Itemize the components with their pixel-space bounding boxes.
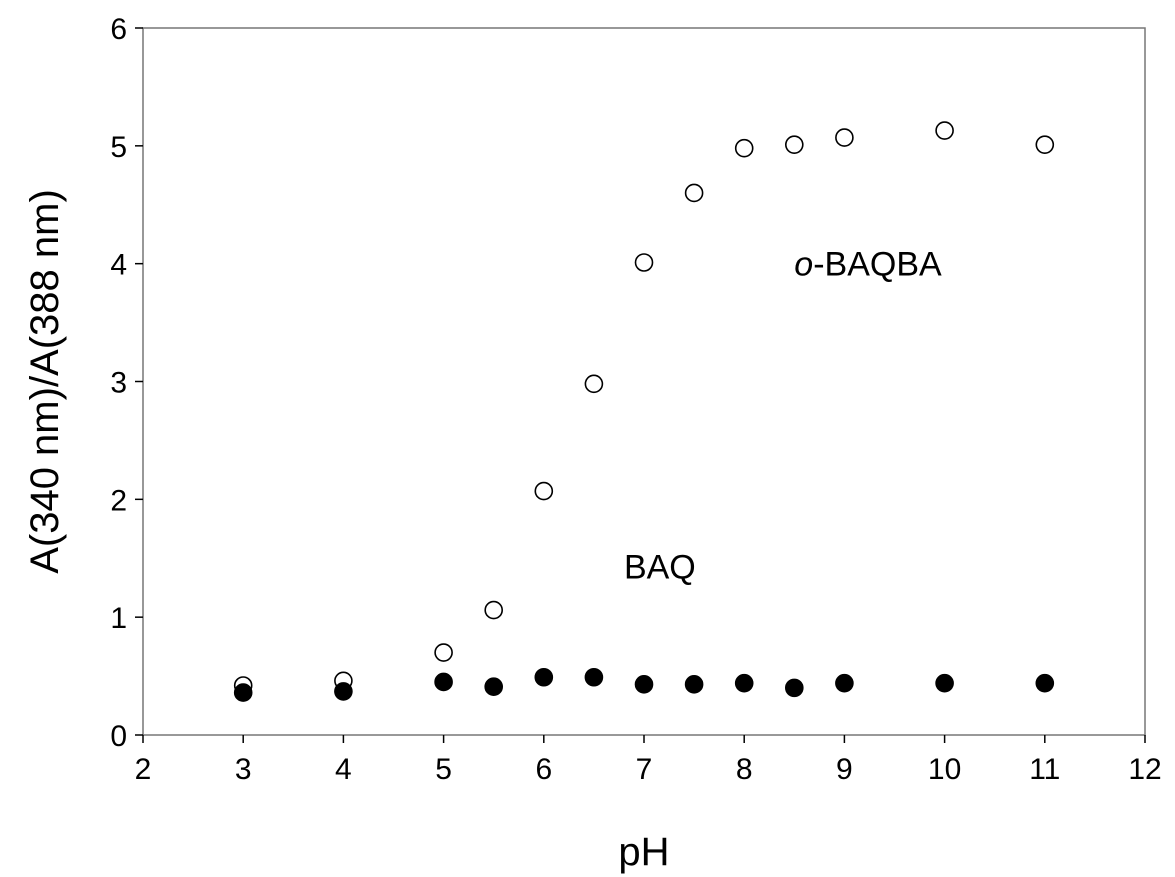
y-tick-label: 1 <box>110 602 127 635</box>
series-label-o-baqba: o-BAQBA <box>794 245 942 283</box>
data-point-filled <box>684 675 704 694</box>
data-point-open <box>935 121 954 140</box>
x-tick-label: 5 <box>435 753 452 786</box>
data-points <box>233 121 1055 702</box>
data-point-open <box>634 253 654 272</box>
series-label-baq: BAQ <box>624 548 696 586</box>
x-tick-label: 12 <box>1128 753 1161 786</box>
data-point-filled <box>634 675 654 694</box>
data-point-open <box>434 643 453 662</box>
x-tick-label: 9 <box>836 753 853 786</box>
y-tick-label: 5 <box>110 131 127 164</box>
data-point-filled <box>534 667 554 687</box>
x-tick-label: 4 <box>335 753 352 786</box>
x-tick-label: 10 <box>928 753 961 786</box>
y-tick-label: 4 <box>110 249 127 282</box>
y-tick-label: 2 <box>110 484 127 517</box>
data-point-open <box>1035 135 1055 154</box>
plot-frame <box>142 27 1146 736</box>
data-point-filled <box>784 678 804 698</box>
data-point-filled <box>334 682 353 701</box>
series-baq <box>233 667 1055 702</box>
y-axis-title: A(340 nm)/A(388 nm) <box>23 189 67 574</box>
x-tick-label: 8 <box>736 753 753 786</box>
y-tick-label: 3 <box>110 367 127 400</box>
y-tick-label: 0 <box>110 720 127 753</box>
x-tick-label: 7 <box>636 753 653 786</box>
series-label-o-baqba-suffix: -BAQBA <box>813 245 942 283</box>
series-o-baqba <box>233 121 1055 695</box>
data-point-open <box>684 183 704 203</box>
data-point-open <box>484 600 504 620</box>
x-tick-label: 2 <box>135 753 152 786</box>
y-tick-label: 6 <box>110 13 127 46</box>
data-point-filled <box>434 672 453 692</box>
x-axis-title: pH <box>618 830 669 874</box>
data-point-filled <box>835 673 854 693</box>
data-point-filled <box>1035 673 1055 693</box>
data-point-filled <box>484 677 504 696</box>
data-point-open <box>835 128 854 147</box>
data-point-filled <box>734 673 754 693</box>
x-tick-label: 3 <box>235 753 252 786</box>
data-point-filled <box>233 683 253 702</box>
x-tick-label: 6 <box>535 753 552 786</box>
series-label-o-baqba-prefix: o <box>794 245 813 283</box>
data-point-open <box>734 138 754 158</box>
x-tick-label: 11 <box>1029 753 1060 786</box>
data-point-open <box>534 481 554 501</box>
data-point-filled <box>935 673 954 693</box>
axis-ticks <box>135 27 1146 743</box>
data-point-filled <box>584 667 604 687</box>
data-point-open <box>784 135 804 154</box>
data-point-open <box>584 374 604 394</box>
